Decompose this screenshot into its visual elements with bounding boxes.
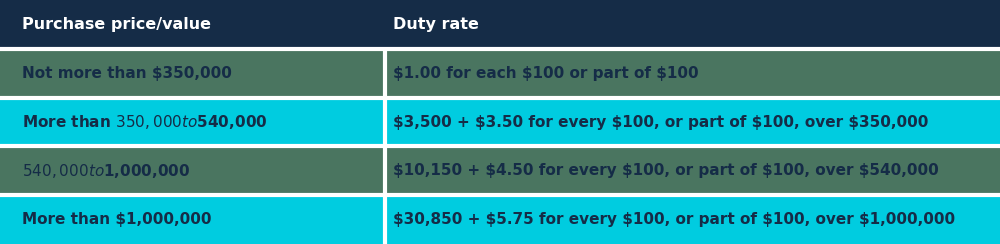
- Bar: [385, 49, 1000, 98]
- Bar: [385, 146, 1000, 195]
- Text: $30,850 + $5.75 for every $100, or part of $100, over $1,000,000: $30,850 + $5.75 for every $100, or part …: [393, 212, 955, 227]
- Text: $3,500 + $3.50 for every $100, or part of $100, over $350,000: $3,500 + $3.50 for every $100, or part o…: [393, 114, 928, 130]
- Text: Purchase price/value: Purchase price/value: [22, 17, 211, 32]
- Bar: [0, 49, 385, 98]
- Text: $10,150 + $4.50 for every $100, or part of $100, over $540,000: $10,150 + $4.50 for every $100, or part …: [393, 163, 939, 178]
- Text: Not more than $350,000: Not more than $350,000: [22, 66, 232, 81]
- Text: Duty rate: Duty rate: [393, 17, 479, 32]
- Text: $1.00 for each $100 or part of $100: $1.00 for each $100 or part of $100: [393, 66, 699, 81]
- Text: More than $1,000,000: More than $1,000,000: [22, 212, 212, 227]
- Bar: [0, 195, 385, 244]
- Text: More than $350,000 to $540,000: More than $350,000 to $540,000: [22, 113, 267, 131]
- Bar: [385, 195, 1000, 244]
- Text: $540,000 to $1,000,000: $540,000 to $1,000,000: [22, 162, 190, 180]
- Bar: [0, 98, 385, 146]
- Bar: [385, 98, 1000, 146]
- Bar: [0, 146, 385, 195]
